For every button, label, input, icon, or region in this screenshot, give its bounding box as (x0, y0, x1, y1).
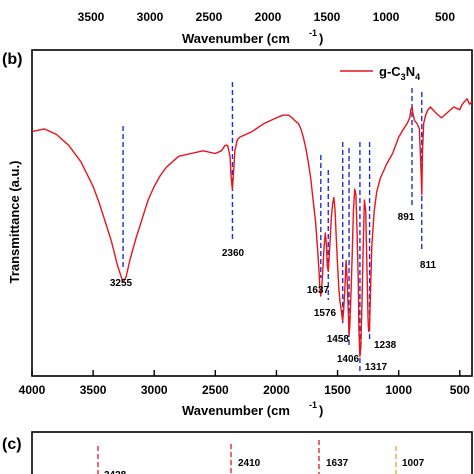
top-xtick-2500: 2500 (196, 10, 223, 24)
x-axis-ticks (31, 370, 461, 376)
top-xtick-1000: 1000 (373, 10, 400, 24)
panel-b-label: (b) (2, 51, 22, 68)
legend-prefix: g-C (379, 64, 401, 79)
legend-mid: N (406, 64, 415, 79)
panel-c-frame (31, 431, 473, 474)
x-tick-label-3000: 3000 (141, 383, 168, 397)
x-tick-label-1500: 1500 (324, 383, 351, 397)
plot-frame (31, 49, 473, 377)
panel-c-peak-1637: 1637 (326, 458, 349, 469)
x-tick-label-2500: 2500 (202, 383, 229, 397)
peak-label-1406: 1406 (337, 354, 360, 365)
xlabel-main: Wavenumber (cm (182, 403, 290, 418)
peak-label-1576: 1576 (314, 308, 337, 319)
peak-label-2360: 2360 (222, 248, 245, 259)
peak-labels: 3255 2360 1637 1576 1458 1406 1317 1238 891 811 (110, 212, 437, 373)
panel-c-label: (c) (2, 436, 22, 453)
peak-label-1238: 1238 (374, 340, 397, 351)
top-xlabel-end: ) (319, 31, 323, 46)
x-tick-label-1000: 1000 (385, 383, 412, 397)
top-xtick-3000: 3000 (137, 10, 164, 24)
x-axis-tick-labels: 4000 3500 3000 2500 2000 1500 1000 500 (19, 383, 470, 397)
top-xlabel-main: Wavenumber (cm (182, 31, 290, 46)
top-xtick-3500: 3500 (78, 10, 105, 24)
peak-marker-lines (122, 82, 423, 372)
top-xtick-1500: 1500 (314, 10, 341, 24)
top-xtick-500: 500 (435, 10, 455, 24)
panel-c-peak-1007: 1007 (402, 458, 425, 469)
legend-label: g-C3N4 (379, 64, 420, 82)
x-tick-label-4000: 4000 (19, 383, 46, 397)
panel-c-peak-3428: 3428 (104, 470, 127, 474)
peak-label-1317: 1317 (365, 362, 388, 373)
peak-label-891: 891 (398, 212, 415, 223)
xlabel-end: ) (319, 403, 323, 418)
x-tick-label-2000: 2000 (263, 383, 290, 397)
top-xlabel-sup: -1 (309, 28, 317, 38)
peak-label-811: 811 (420, 260, 437, 271)
xlabel-sup: -1 (309, 400, 317, 410)
legend-sub2: 4 (415, 72, 420, 82)
series-line-g-c3n4 (31, 98, 473, 357)
top-panel-x-ticks: 3500 3000 2500 2000 1500 1000 500 (78, 10, 456, 24)
top-xtick-2000: 2000 (255, 10, 282, 24)
peak-label-3255: 3255 (110, 278, 133, 289)
peak-label-1458: 1458 (327, 334, 350, 345)
x-tick-label-500: 500 (450, 383, 470, 397)
peak-label-1637: 1637 (307, 285, 330, 296)
top-panel-x-axis-title: Wavenumber (cm -1 ) (182, 28, 323, 46)
legend-sub1: 3 (401, 72, 406, 82)
x-tick-label-3500: 3500 (80, 383, 107, 397)
panel-c-peak-2410: 2410 (238, 458, 261, 469)
legend: g-C3N4 (340, 64, 420, 82)
x-axis-title: Wavenumber (cm -1 ) (182, 400, 323, 418)
y-axis-title: Transmittance (a.u.) (7, 161, 22, 284)
